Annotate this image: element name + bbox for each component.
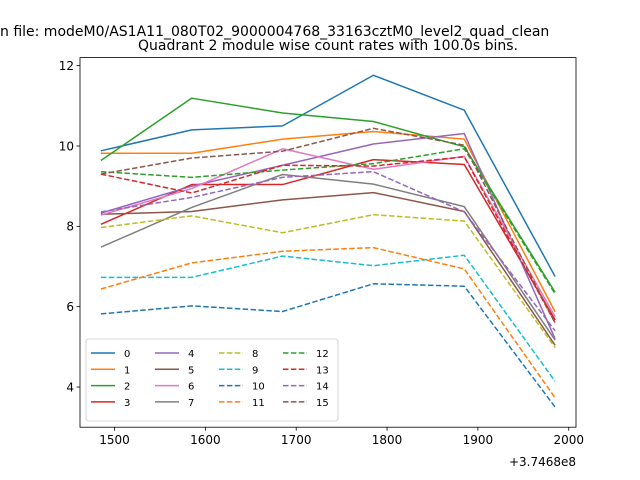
y-tick-label-8: 8 [66, 220, 74, 234]
series-line-11 [100, 246, 556, 399]
x-offset-label: +3.7468e8 [509, 455, 576, 469]
x-tick-label-1700: 1700 [281, 433, 312, 447]
legend-label-3: 3 [124, 398, 130, 409]
plot-frame [79, 57, 577, 428]
legend-frame [85, 338, 339, 422]
x-tick-label-1500: 1500 [99, 433, 130, 447]
x-tick-label-1600: 1600 [190, 433, 221, 447]
x-tick-label-2000: 2000 [553, 433, 584, 447]
series-line-2 [100, 97, 556, 293]
chart-title: Quadrant 2 module wise count rates with … [138, 38, 518, 54]
legend-label-0: 0 [124, 349, 130, 360]
legend-label-15: 15 [316, 398, 329, 409]
series-line-13 [100, 156, 556, 324]
y-tick-label-4: 4 [66, 380, 74, 394]
series-line-14 [100, 170, 556, 332]
x-tick-label-1800: 1800 [372, 433, 403, 447]
legend-label-5: 5 [188, 365, 194, 376]
y-tick-label-12: 12 [59, 59, 74, 73]
series-line-8 [100, 213, 556, 349]
legend-label-10: 10 [252, 382, 265, 393]
y-tick-label-6: 6 [66, 300, 74, 314]
series-line-5 [100, 191, 556, 346]
x-tick-label-1900: 1900 [463, 433, 494, 447]
legend-label-11: 11 [252, 398, 265, 409]
series-line-10 [100, 283, 556, 408]
legend-label-4: 4 [188, 349, 194, 360]
series-line-0 [100, 74, 556, 277]
legend-label-8: 8 [252, 349, 258, 360]
series-line-12 [100, 148, 556, 295]
y-tick-label-10: 10 [59, 139, 74, 153]
legend-label-9: 9 [252, 365, 258, 376]
series-line-7 [100, 173, 556, 341]
series-line-9 [100, 254, 556, 382]
figure-suptitle: n file: modeM0/AS1A11_080T02_9000004768_… [0, 24, 549, 40]
legend-label-14: 14 [316, 382, 329, 393]
legend-label-12: 12 [316, 349, 329, 360]
legend-label-2: 2 [124, 382, 130, 393]
series-line-15 [100, 127, 556, 324]
legend-label-13: 13 [316, 365, 329, 376]
legend-label-6: 6 [188, 382, 194, 393]
series-layer [100, 74, 556, 408]
legend-label-1: 1 [124, 365, 130, 376]
series-line-4 [100, 132, 556, 340]
legend-label-7: 7 [188, 398, 194, 409]
